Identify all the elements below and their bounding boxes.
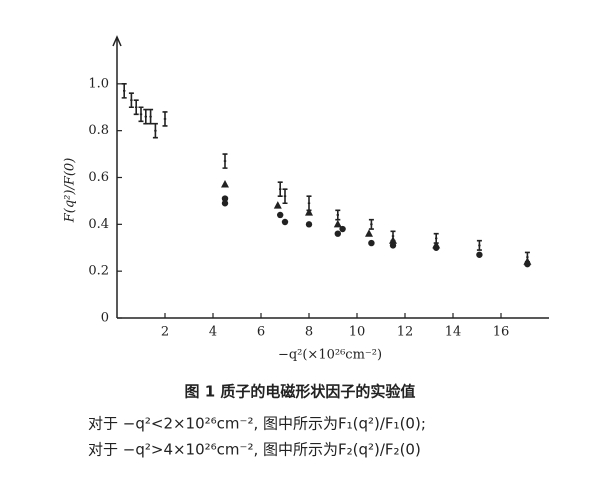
caption-title: 图 1 质子的电磁形状因子的实验值	[185, 383, 416, 401]
circle-point	[221, 200, 229, 207]
y-tick-label: 1.0	[88, 76, 109, 91]
error-bar	[143, 108, 149, 125]
error-bar	[162, 111, 168, 127]
circle-point	[277, 211, 284, 219]
triangle-point	[333, 219, 342, 228]
caption-line: 对于 −q²>4×10²⁶cm⁻², 图中所示为F₂(q²)/F₂(0)	[88, 441, 421, 459]
error-bar	[133, 99, 139, 116]
circle-point	[339, 225, 346, 233]
y-tick-label: 0.8	[88, 123, 109, 138]
circle-point	[368, 239, 375, 247]
error-bar	[152, 122, 158, 139]
error-bar	[306, 195, 312, 212]
error-bar	[335, 209, 341, 221]
error-bar	[277, 181, 283, 198]
circle-point	[281, 218, 289, 226]
triangle-point	[389, 236, 397, 244]
triangle-point	[273, 201, 282, 209]
y-tick-label: 0.2	[88, 264, 109, 279]
x-tick-label: 2	[161, 325, 169, 340]
x-tick-label: 14	[445, 325, 462, 340]
error-bar	[390, 230, 396, 242]
y-tick-label: 0.6	[88, 170, 109, 185]
x-tick-label: 6	[257, 325, 265, 340]
y-tick-label: 0.4	[88, 217, 109, 232]
error-bar	[282, 188, 288, 205]
circle-point	[305, 221, 313, 228]
y-tick-label: 0	[101, 311, 109, 326]
error-bar	[524, 251, 530, 263]
y-arrow	[112, 35, 122, 47]
error-bar	[368, 218, 374, 230]
x-tick-label: 16	[493, 325, 510, 340]
triangle-point	[432, 240, 441, 249]
x-tick-label: 12	[397, 325, 414, 340]
triangle-point	[305, 208, 313, 216]
triangle-point	[221, 180, 229, 188]
triangle-point	[365, 229, 373, 237]
error-bar	[433, 232, 439, 244]
x-tick-label: 4	[209, 325, 217, 340]
caption-line: 对于 −q²<2×10²⁶cm⁻², 图中所示为F₁(q²)/F₁(0);	[88, 415, 426, 433]
error-bar	[138, 106, 144, 123]
circle-point	[389, 242, 397, 249]
error-bar	[148, 108, 154, 125]
y-axis-label: F(q²)/F(0)	[63, 158, 78, 224]
error-bar	[476, 239, 482, 251]
x-tick-label: 8	[305, 325, 313, 340]
triangle-point	[523, 257, 532, 265]
error-bar	[121, 83, 127, 99]
error-bar	[128, 92, 134, 109]
x-axis-label: −q²(×10²⁶cm⁻²)	[278, 348, 382, 363]
circle-point	[221, 195, 229, 202]
error-bar	[222, 153, 228, 169]
circle-point	[334, 230, 341, 237]
circle-point	[476, 251, 483, 258]
x-tick-label: 10	[349, 325, 366, 340]
